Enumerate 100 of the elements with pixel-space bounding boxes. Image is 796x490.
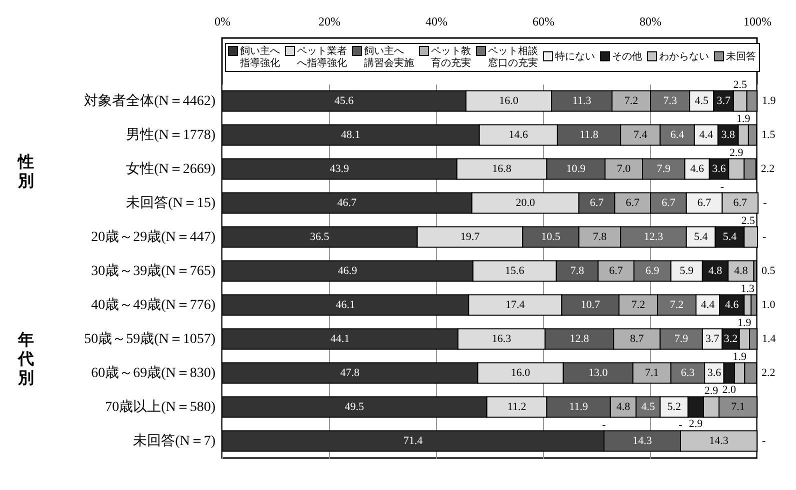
data-label: 46.7 xyxy=(337,197,358,209)
data-label: 11.2 xyxy=(507,401,526,413)
annotation: - xyxy=(602,418,606,431)
data-label: 5.4 xyxy=(722,231,738,243)
data-label: 3.8 xyxy=(721,129,736,141)
data-label: 10.7 xyxy=(580,299,600,311)
data-label: 7.3 xyxy=(663,95,678,107)
data-label: 4.4 xyxy=(700,299,716,311)
data-label: 5.9 xyxy=(680,265,694,277)
data-label: 4.6 xyxy=(724,299,740,311)
data-label: 7.8 xyxy=(570,265,585,277)
data-label: 7.2 xyxy=(631,299,646,311)
data-label: 5.4 xyxy=(694,231,708,243)
data-label: 11.9 xyxy=(569,401,588,413)
x-tick-label: 100% xyxy=(744,14,772,28)
y-tick-label: 未回答(N＝7) xyxy=(133,433,216,449)
data-label: 3.7 xyxy=(716,95,731,107)
data-label: 7.2 xyxy=(670,299,684,311)
data-label: 7.1 xyxy=(644,367,659,379)
annotation: - xyxy=(763,197,768,209)
data-label: 1.4 xyxy=(762,333,776,345)
data-label: 16.0 xyxy=(510,367,531,379)
data-label: 1.5 xyxy=(761,129,776,141)
data-label: 2.2 xyxy=(761,367,776,379)
data-label: 6.3 xyxy=(680,367,696,379)
data-label: 4.8 xyxy=(734,265,748,277)
legend-label: 特にない xyxy=(555,50,595,62)
data-label: 3.2 xyxy=(724,333,738,345)
data-label: 2.0 xyxy=(722,384,737,396)
data-label: 49.5 xyxy=(344,401,365,413)
data-label: 36.5 xyxy=(310,231,330,243)
data-label: 11.3 xyxy=(572,95,592,107)
data-label: 44.1 xyxy=(330,333,350,345)
data-label: 48.1 xyxy=(341,129,360,141)
data-label: 3.7 xyxy=(705,333,720,345)
data-label: 4.8 xyxy=(616,401,631,413)
data-label: 6.7 xyxy=(662,197,676,209)
y-tick-label: 60歳～69歳(N＝830) xyxy=(91,365,216,381)
data-label: 4.5 xyxy=(694,95,710,107)
x-tick-label: 80% xyxy=(640,14,662,28)
data-label: 8.7 xyxy=(630,333,644,345)
data-label: 2.5 xyxy=(733,78,748,91)
data-label: 7.9 xyxy=(656,163,672,175)
x-tick-label: 40% xyxy=(426,14,448,28)
y-tick-label: 70歳以上(N＝580) xyxy=(105,399,216,415)
data-label: 1.9 xyxy=(736,112,751,125)
data-label: 7.4 xyxy=(633,129,648,141)
y-tick-label: 女性(N＝2669) xyxy=(126,161,216,177)
y-tick-label: 40歳～49歳(N＝776) xyxy=(91,297,216,313)
text: 年代別 xyxy=(17,331,34,387)
data-label: 6.4 xyxy=(670,129,685,141)
data-label: 45.6 xyxy=(334,95,354,107)
annotation: - xyxy=(720,180,724,193)
data-label: 17.4 xyxy=(506,299,526,311)
data-label: 12.3 xyxy=(644,231,664,243)
data-label: 7.1 xyxy=(731,401,745,413)
data-label: 1.9 xyxy=(738,316,752,329)
data-label: 14.6 xyxy=(508,129,529,141)
data-label: 2.9 xyxy=(730,146,744,159)
legend-label: わからない xyxy=(659,51,709,62)
data-label: 6.7 xyxy=(733,197,748,209)
data-label: 6.7 xyxy=(626,197,640,209)
y-tick-label: 20歳～29歳(N＝447) xyxy=(91,229,216,245)
data-label: 12.8 xyxy=(570,333,590,345)
data-label: 5.2 xyxy=(667,401,681,413)
y-tick-label: 男性(N＝1778) xyxy=(126,127,216,143)
data-label: 6.7 xyxy=(609,265,624,277)
data-label: 19.7 xyxy=(460,231,480,243)
data-label: 10.5 xyxy=(541,231,561,243)
y-tick-label: 50歳～59歳(N＝1057) xyxy=(84,331,216,347)
data-label: 4.8 xyxy=(708,265,723,277)
x-tick-label: 20% xyxy=(318,14,340,28)
data-label: 1.9 xyxy=(762,95,776,107)
data-label: 10.9 xyxy=(566,163,586,175)
data-label: 0.5 xyxy=(761,265,776,277)
y-tick-label: 対象者全体(N＝4462) xyxy=(84,93,216,109)
data-label: 14.3 xyxy=(709,435,729,447)
data-label: 16.8 xyxy=(492,163,512,175)
legend-label: その他 xyxy=(612,50,642,62)
data-label: 6.7 xyxy=(697,197,712,209)
y-tick-label: 30歳～39歳(N＝765) xyxy=(91,263,216,279)
data-label: 46.1 xyxy=(336,299,355,311)
data-label: 16.0 xyxy=(499,95,519,107)
data-label: 46.9 xyxy=(338,265,358,277)
data-label: 71.4 xyxy=(403,435,424,447)
legend-label: ペット相談窓口の充実 xyxy=(488,45,538,69)
data-label: 1.0 xyxy=(761,299,776,311)
data-label: 2.9 xyxy=(704,384,719,397)
legend-label: 未回答 xyxy=(726,50,756,62)
data-label: 43.9 xyxy=(330,163,350,175)
data-label: 16.3 xyxy=(492,333,512,345)
data-label: 14.3 xyxy=(632,435,652,447)
legend-label: ペット教育の充実 xyxy=(431,46,471,69)
data-label: 2.9 xyxy=(688,418,704,430)
data-label: 6.7 xyxy=(590,197,604,209)
data-label: 2.5 xyxy=(741,214,756,227)
data-label: 4.4 xyxy=(699,129,714,141)
data-label: 7.8 xyxy=(592,231,608,243)
data-label: 11.8 xyxy=(580,129,599,141)
data-label: 1.3 xyxy=(740,282,756,295)
